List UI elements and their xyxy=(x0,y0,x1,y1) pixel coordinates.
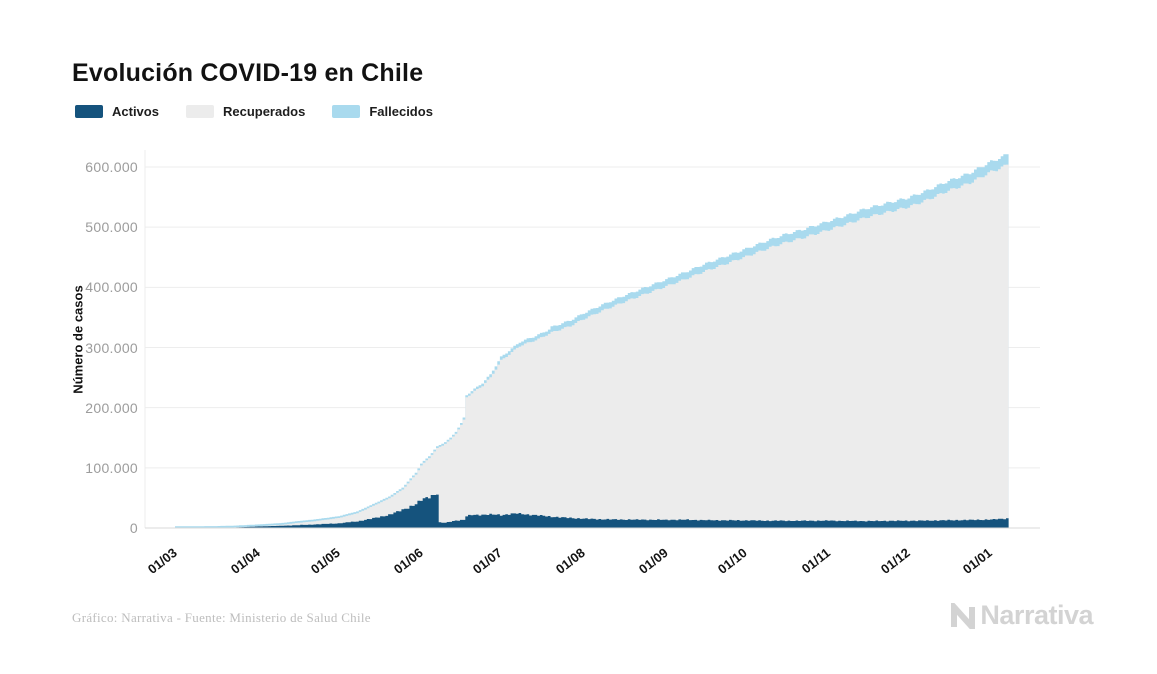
source-credit: Gráfico: Narrativa - Fuente: Ministerio … xyxy=(72,610,371,625)
series-area-recuperados xyxy=(175,164,1009,528)
legend-item-fallecidos[interactable]: Fallecidos xyxy=(332,104,433,119)
legend-item-recuperados[interactable]: Recuperados xyxy=(185,104,306,119)
legend-item-activos[interactable]: Activos xyxy=(75,104,159,119)
y-tick-label: 300.000 xyxy=(85,339,138,356)
y-tick-label: 500.000 xyxy=(85,219,138,236)
y-tick-label: 200.000 xyxy=(85,399,138,416)
y-tick-label: 100.000 xyxy=(85,459,138,476)
page-title: Evolución COVID-19 en Chile xyxy=(72,58,424,87)
chart-legend: Activos Recuperados Fallecidos xyxy=(75,104,433,119)
legend-label-recuperados: Recuperados xyxy=(222,104,306,119)
y-tick-label: 0 xyxy=(129,520,138,536)
narrativa-logo: Narrativa xyxy=(950,600,1093,631)
y-tick-label: 400.000 xyxy=(85,279,138,296)
legend-label-fallecidos: Fallecidos xyxy=(369,104,433,119)
legend-label-activos: Activos xyxy=(112,104,159,119)
recuperados-swatch-icon xyxy=(185,105,214,118)
activos-swatch-icon xyxy=(75,105,103,118)
narrativa-n-icon xyxy=(951,602,976,629)
fallecidos-swatch-icon xyxy=(332,105,361,118)
series-area-activos xyxy=(175,494,1009,528)
brand-name: Narrativa xyxy=(980,600,1093,630)
y-tick-label: 600.000 xyxy=(85,159,138,175)
